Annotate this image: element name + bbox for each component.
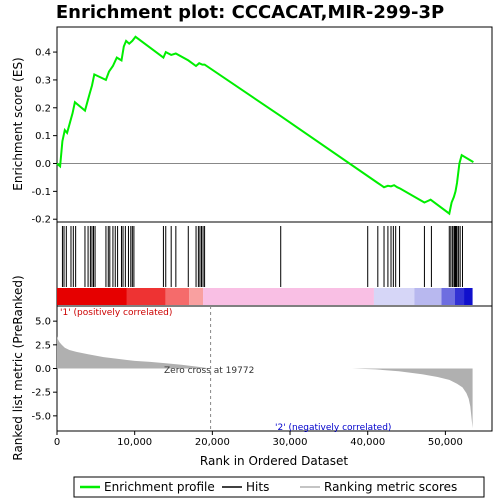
legend: Enrichment profile Hits Ranking metric sco… xyxy=(73,476,485,498)
heat-segment xyxy=(57,288,127,305)
es-panel-frame xyxy=(56,26,493,223)
es-y-tick-label: 0.3 xyxy=(35,75,51,86)
metric-y-tick-label: -5.0 xyxy=(31,411,51,422)
metric-y-ticks: -5.0 -2.5 0.0 2.5 5.0 xyxy=(31,317,57,422)
es-line xyxy=(56,35,474,216)
positive-correlated-label: '1' (positively correlated) xyxy=(60,308,172,318)
heat-segment xyxy=(165,288,190,305)
heat-segment xyxy=(464,288,473,305)
heat-segment xyxy=(441,288,455,305)
heat-segment xyxy=(414,288,442,305)
metric-x-ticks: 0 10,000 20,000 30,000 40,000 50,000 xyxy=(54,431,463,448)
zero-cross-label: Zero cross at 19772 xyxy=(164,366,254,376)
es-panel: -0.2 -0.1 0.0 0.1 0.2 0.3 0.4 Enrichment score… xyxy=(11,26,493,226)
es-y-tick-label: -0.1 xyxy=(31,187,51,198)
x-tick-label: 50,000 xyxy=(428,437,463,448)
metric-y-tick-label: 0.0 xyxy=(35,364,51,375)
metric-y-tick-label: -2.5 xyxy=(31,388,51,399)
es-y-tick-label: 0.4 xyxy=(35,48,51,59)
legend-label: Hits xyxy=(246,480,269,494)
es-y-tick-label: 0.1 xyxy=(35,131,51,142)
es-y-ticks: -0.2 -0.1 0.0 0.1 0.2 0.3 0.4 xyxy=(31,48,492,226)
es-y-tick-label: 0.0 xyxy=(35,159,51,170)
heat-segment xyxy=(189,288,204,305)
x-tick-label: 30,000 xyxy=(273,437,308,448)
hits-panel xyxy=(56,221,493,307)
metric-y-axis-label: Ranked list metric (PreRanked) xyxy=(11,275,25,460)
es-y-tick-label: -0.2 xyxy=(31,215,51,226)
legend-label: Ranking metric scores xyxy=(324,480,457,494)
negative-correlated-label: '2' (negatively correlated) xyxy=(275,423,391,433)
legend-items: Enrichment profile Hits Ranking metric sco… xyxy=(80,480,457,494)
legend-frame xyxy=(73,476,485,498)
es-y-tick-label: 0.2 xyxy=(35,103,51,114)
legend-label: Enrichment profile xyxy=(104,480,215,494)
rank-heat-bar xyxy=(57,288,473,305)
heat-segment xyxy=(454,288,465,305)
es-y-axis-label: Enrichment score (ES) xyxy=(11,57,25,190)
heat-segment xyxy=(373,288,415,305)
x-tick-label: 0 xyxy=(54,437,60,448)
metric-y-tick-label: 5.0 xyxy=(35,317,51,328)
x-tick-label: 40,000 xyxy=(350,437,385,448)
heat-segment xyxy=(126,288,166,305)
x-axis-label: Rank in Ordered Dataset xyxy=(200,454,348,468)
hit-marks xyxy=(61,226,463,287)
x-tick-label: 10,000 xyxy=(117,437,152,448)
metric-y-tick-label: 2.5 xyxy=(35,340,51,351)
heat-segment xyxy=(203,288,374,305)
chart-title: Enrichment plot: CCCACAT,MIR-299-3P xyxy=(56,2,444,23)
x-tick-label: 20,000 xyxy=(195,437,230,448)
metric-panel: -5.0 -2.5 0.0 2.5 5.0 0 10,000 20,000 30,000 40,… xyxy=(11,275,493,468)
